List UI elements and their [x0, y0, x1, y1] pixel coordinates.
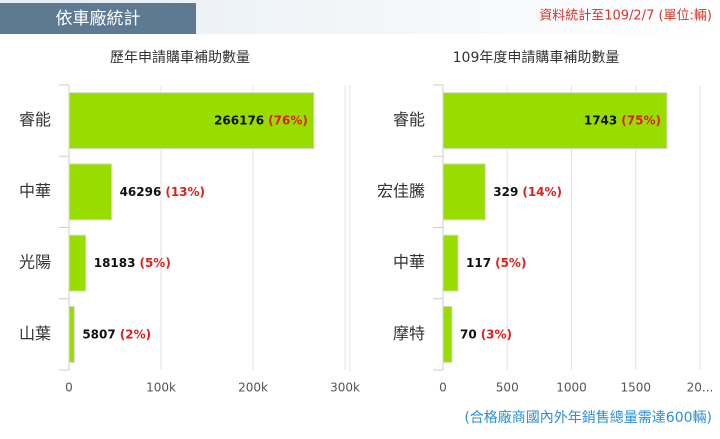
percent-label: (75%) [621, 113, 661, 127]
chart-title: 109年度申請購車補助數量 [453, 49, 620, 66]
x-tick-label: 500 [496, 381, 519, 395]
value-label: 18183 (5%) [94, 256, 171, 270]
value-label: 46296 (13%) [120, 184, 205, 198]
category-label: 睿能 [19, 110, 51, 129]
value-number: 18183 [94, 256, 136, 270]
value-number: 1743 [584, 113, 617, 127]
category-label: 中華 [393, 253, 425, 272]
category-label: 光陽 [19, 253, 51, 272]
value-label: 70 (3%) [460, 327, 512, 341]
header-note: 資料統計至109/2/7 (單位:輛) [539, 8, 712, 24]
bar [68, 234, 87, 292]
x-tick-label: 200k [238, 381, 268, 395]
value-label: 329 (14%) [493, 184, 562, 198]
x-tick-label: 0 [65, 381, 73, 395]
header-title: 依車廠統計 [56, 8, 141, 29]
category-label: 睿能 [393, 110, 425, 129]
x-tick-label: 1000 [556, 381, 587, 395]
category-label: 宏佳騰 [377, 181, 425, 200]
category-label: 摩特 [393, 324, 425, 343]
value-number: 329 [493, 184, 518, 198]
footer-note: (合格廠商國內外年銷售總量需達600輛) [464, 409, 712, 426]
x-tick-label: 1500 [620, 381, 651, 395]
x-tick-label: 20... [687, 381, 714, 395]
header-tab [0, 3, 196, 34]
bar [68, 92, 315, 150]
percent-label: (2%) [120, 327, 151, 341]
percent-label: (5%) [139, 256, 170, 270]
chart-title: 歷年申請購車補助數量 [110, 49, 250, 66]
percent-label: (5%) [495, 256, 526, 270]
percent-label: (3%) [481, 327, 512, 341]
value-label: 117 (5%) [466, 256, 526, 270]
value-number: 46296 [120, 184, 162, 198]
x-tick-label: 0 [439, 381, 447, 395]
x-tick-label: 100k [146, 381, 176, 395]
bar [68, 305, 75, 363]
bar [442, 234, 459, 292]
value-number: 117 [466, 256, 491, 270]
category-label: 山葉 [19, 324, 51, 343]
bar [442, 305, 453, 363]
x-tick-label: 300k [330, 381, 360, 395]
bar [68, 163, 113, 221]
value-number: 70 [460, 327, 477, 341]
value-number: 5807 [82, 327, 115, 341]
value-label: 266176 (76%) [214, 113, 308, 127]
value-label: 1743 (75%) [584, 113, 661, 127]
category-label: 中華 [19, 181, 51, 200]
value-number: 266176 [214, 113, 264, 127]
percent-label: (13%) [165, 184, 205, 198]
percent-label: (76%) [268, 113, 308, 127]
percent-label: (14%) [522, 184, 562, 198]
value-label: 5807 (2%) [82, 327, 151, 341]
bar [442, 92, 668, 150]
bar [442, 163, 486, 221]
